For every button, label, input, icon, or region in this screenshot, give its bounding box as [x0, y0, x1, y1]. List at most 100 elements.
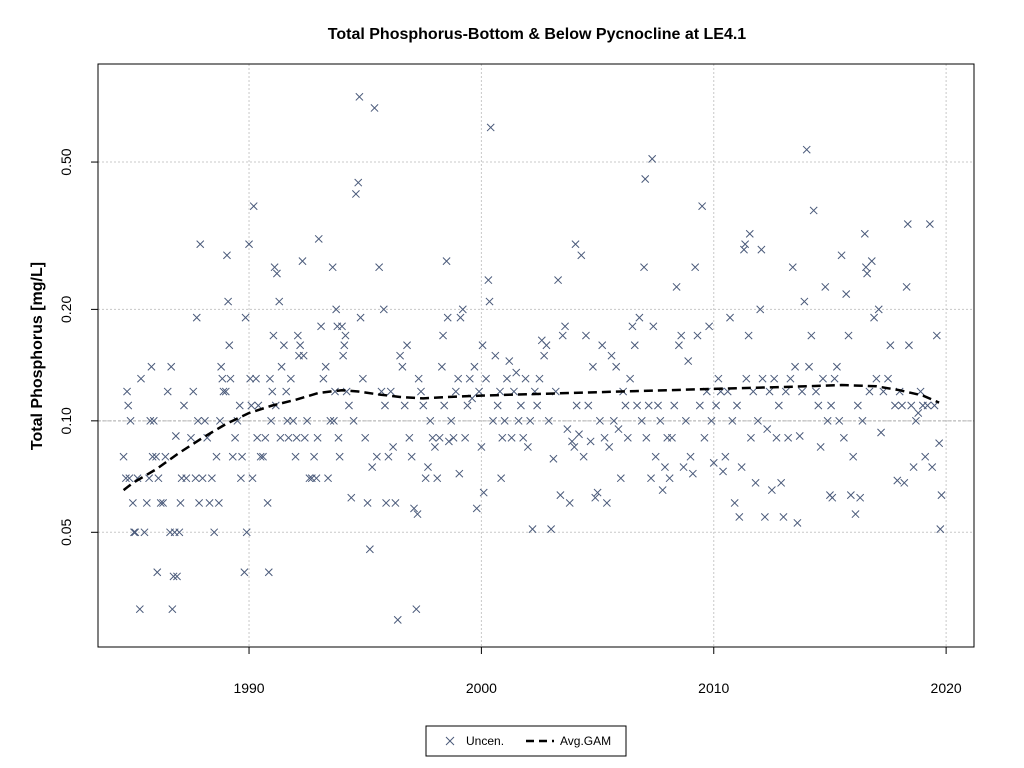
data-point — [626, 374, 635, 383]
data-point — [757, 245, 766, 254]
data-point — [911, 416, 920, 425]
data-point — [900, 478, 909, 487]
data-point — [936, 525, 945, 534]
data-point — [400, 401, 409, 410]
data-point — [405, 433, 414, 442]
data-point — [472, 504, 481, 513]
data-point — [372, 452, 381, 461]
data-point — [614, 425, 623, 434]
data-point — [128, 499, 137, 507]
data-point — [577, 251, 586, 260]
data-point — [644, 401, 653, 410]
data-point — [442, 257, 451, 266]
x-tick-label: 2010 — [698, 680, 729, 696]
data-point — [784, 433, 793, 442]
legend-label-uncen: Uncen. — [466, 734, 504, 748]
data-point — [641, 175, 650, 183]
data-point — [198, 474, 207, 483]
data-point — [240, 568, 249, 577]
data-point — [384, 452, 393, 461]
data-point — [238, 452, 247, 461]
data-point — [286, 374, 295, 383]
data-point — [312, 474, 321, 483]
data-point — [119, 452, 128, 461]
data-point — [586, 437, 595, 446]
data-point — [267, 416, 276, 425]
data-point — [341, 331, 350, 340]
data-point — [283, 416, 292, 425]
data-point — [903, 220, 912, 229]
data-point — [844, 331, 853, 340]
data-point — [728, 416, 737, 425]
data-point — [247, 401, 256, 410]
data-point — [670, 401, 679, 410]
data-point — [595, 416, 604, 425]
data-point — [221, 387, 230, 396]
data-point — [226, 374, 235, 383]
data-point — [607, 351, 616, 360]
data-point — [570, 443, 579, 451]
data-point — [142, 499, 151, 507]
data-point — [195, 499, 204, 507]
data-point — [514, 416, 523, 425]
data-point — [342, 387, 351, 396]
data-point — [272, 269, 281, 278]
data-point — [935, 439, 944, 448]
data-point — [358, 374, 367, 383]
data-point — [121, 474, 130, 483]
data-point — [733, 401, 741, 410]
data-point — [300, 433, 309, 442]
data-point — [161, 452, 170, 461]
data-point — [621, 401, 630, 410]
legend-label-gam: Avg.GAM — [560, 734, 611, 748]
data-point — [937, 491, 946, 500]
data-point — [455, 469, 464, 478]
data-point — [277, 362, 286, 371]
data-point — [275, 297, 284, 306]
data-point — [191, 474, 200, 483]
data-point — [410, 504, 418, 513]
data-point — [454, 374, 463, 383]
data-point — [500, 416, 509, 425]
data-point — [693, 331, 702, 340]
data-point — [523, 443, 532, 451]
y-tick-label: 0.05 — [58, 518, 74, 545]
data-point — [714, 374, 723, 383]
data-point — [458, 305, 467, 314]
data-point — [661, 463, 669, 472]
data-point — [419, 401, 428, 410]
data-point — [241, 313, 250, 322]
data-point — [231, 433, 240, 442]
data-point — [152, 452, 161, 461]
data-point — [667, 433, 676, 442]
plot-frame — [97, 63, 975, 648]
data-point — [216, 416, 224, 425]
data-point — [540, 351, 549, 360]
data-point — [293, 331, 302, 340]
data-point — [565, 499, 574, 507]
data-point — [140, 528, 149, 537]
data-point — [413, 510, 422, 519]
data-point — [712, 401, 721, 410]
data-point — [672, 282, 681, 291]
data-point — [616, 474, 625, 483]
data-point — [827, 401, 836, 410]
data-point — [223, 251, 231, 260]
data-point — [721, 452, 730, 461]
data-point — [656, 416, 665, 425]
data-point — [886, 341, 895, 350]
data-point — [684, 357, 693, 366]
data-point — [923, 401, 932, 410]
data-point — [735, 513, 744, 521]
data-point — [379, 305, 388, 314]
data-point — [356, 313, 365, 322]
data-point — [354, 178, 363, 187]
data-point — [842, 290, 851, 299]
data-point — [159, 499, 168, 507]
data-point — [612, 362, 621, 371]
data-point — [430, 443, 439, 451]
data-point — [417, 387, 425, 396]
data-point — [821, 282, 830, 291]
data-point — [774, 401, 783, 410]
